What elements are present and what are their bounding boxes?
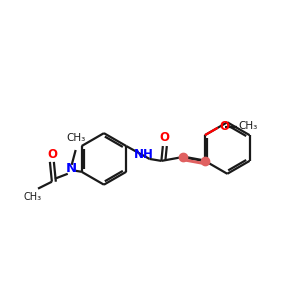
Text: O: O [160,130,170,144]
Text: CH₃: CH₃ [23,192,41,202]
Text: O: O [220,120,230,133]
Text: N: N [66,162,77,175]
Text: CH₃: CH₃ [66,133,85,143]
Text: CH₃: CH₃ [239,121,258,131]
Text: NH: NH [134,148,154,161]
Text: O: O [47,148,57,161]
